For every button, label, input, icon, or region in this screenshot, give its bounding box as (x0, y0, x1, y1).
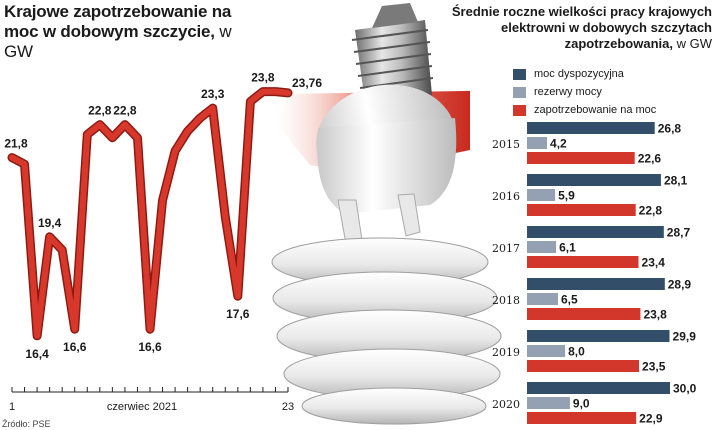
bar (527, 174, 661, 186)
right-chart-title: Średnie roczne wielkości pracy krajowych… (451, 4, 712, 51)
data-label: 16,4 (25, 347, 49, 361)
bar-value-label: 29,9 (673, 330, 697, 344)
bar (527, 360, 639, 372)
x-axis-month-label: czerwiec 2021 (107, 401, 177, 413)
data-label: 23,76 (292, 76, 322, 90)
data-label: 22,8 (88, 104, 112, 118)
bar (527, 308, 641, 320)
bar (527, 256, 639, 268)
bar-value-label: 26,8 (658, 122, 682, 136)
bar-value-label: 4,2 (550, 137, 567, 151)
legend-item-reserves: rezerwy mocy (513, 84, 656, 100)
legend-item-demand: zapotrzebowanie na moc (513, 102, 656, 118)
legend-label: moc dyspozycyjna (534, 68, 624, 80)
bar-value-label: 8,0 (568, 345, 585, 359)
category-label: 2019 (492, 346, 520, 359)
legend-swatch (513, 68, 526, 80)
bar (527, 412, 637, 424)
bar (527, 137, 547, 149)
bar-value-label: 22,9 (639, 412, 663, 426)
bar (527, 189, 556, 201)
bar (527, 241, 557, 253)
bar-value-label: 28,9 (668, 278, 692, 292)
bar (527, 204, 636, 216)
bar-value-label: 6,1 (559, 241, 576, 255)
data-label: 23,8 (251, 71, 275, 85)
bar (527, 122, 655, 134)
bar-value-label: 30,0 (673, 382, 697, 396)
legend-item-available-capacity: moc dyspozycyjna (513, 66, 656, 82)
legend-label: zapotrzebowanie na moc (534, 104, 657, 116)
data-label: 16,6 (63, 340, 87, 354)
data-label: 22,8 (113, 104, 137, 118)
line-chart: 21,8 16,4 19,4 16,6 22,8 22,8 16,6 23,3 17,6 23,8… (4, 71, 322, 361)
bar-value-label: 9,0 (573, 397, 590, 411)
bar-value-label: 23,8 (643, 308, 667, 322)
data-label: 19,4 (38, 216, 62, 230)
series-line (9, 88, 291, 339)
bar-value-label: 22,8 (639, 204, 663, 218)
category-label: 2015 (492, 138, 520, 151)
bar-value-label: 28,1 (664, 174, 688, 188)
source-note: Źródło: PSE (2, 419, 51, 429)
bar (527, 293, 558, 305)
bar (527, 152, 635, 164)
x-tick-label-start: 1 (9, 401, 15, 413)
bar (527, 278, 665, 290)
bar-value-label: 6,5 (561, 293, 578, 307)
data-label: 16,6 (138, 340, 162, 354)
legend-swatch (513, 104, 526, 116)
bar (527, 345, 566, 357)
bar-value-label: 23,4 (642, 256, 666, 270)
bar (527, 330, 670, 342)
bar-value-label: 28,7 (667, 226, 691, 240)
left-chart-title: Krajowe zapotrzebowanie na moc w dobowym… (4, 2, 232, 61)
data-label: 17,6 (226, 307, 250, 321)
data-label: 23,3 (201, 87, 225, 101)
legend-label: rezerwy mocy (534, 86, 602, 98)
category-label: 2020 (492, 398, 520, 411)
bar-value-label: 23,5 (642, 360, 666, 374)
bar-value-label: 5,9 (558, 189, 575, 203)
legend-swatch (513, 86, 526, 98)
x-tick-label-end: 23 (282, 401, 294, 413)
legend: moc dyspozycyjna rezerwy mocy zapotrzebo… (513, 66, 656, 120)
category-label: 2017 (492, 242, 520, 255)
category-label: 2018 (492, 294, 520, 307)
light-bulb-illustration (271, 3, 502, 425)
bar (527, 226, 664, 238)
x-axis: 1 czerwiec 2021 23 (9, 387, 294, 413)
bar (527, 397, 570, 409)
data-label: 21,8 (4, 137, 28, 151)
bar-chart: 2015 26,8 4,2 22,6 2016 28,1 5,9 22,8 2017 28,7 6,… (492, 122, 697, 426)
category-label: 2016 (492, 190, 520, 203)
bar (527, 382, 670, 394)
bar-value-label: 22,6 (638, 152, 662, 166)
